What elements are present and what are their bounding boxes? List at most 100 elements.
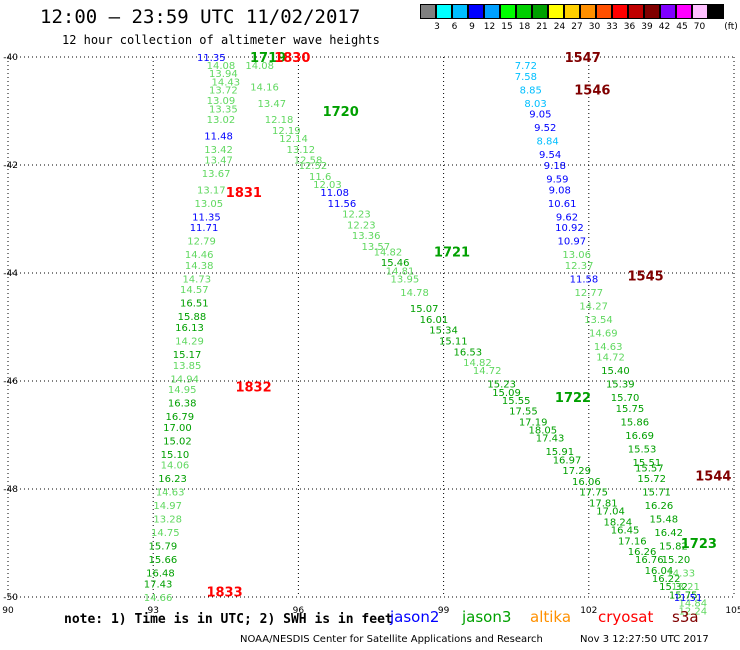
wave-height-value: 13.05 <box>195 199 224 210</box>
legend-swatch <box>500 4 516 19</box>
wave-height-value: 15.02 <box>163 436 192 447</box>
wave-height-value: 14.73 <box>182 274 211 285</box>
wave-height-value: 14.63 <box>156 488 185 499</box>
wave-height-value: 14.69 <box>589 328 618 339</box>
wave-height-value: 12.23 <box>342 210 371 221</box>
wave-height-value: 8.84 <box>537 137 559 148</box>
legend-swatch <box>484 4 500 19</box>
wave-height-value: 11.58 <box>570 274 599 285</box>
wave-height-value: 12.79 <box>187 237 216 248</box>
wave-height-value: 14.43 <box>211 77 240 88</box>
wave-height-value: 11.51 <box>674 593 703 604</box>
legend-label: 70 <box>693 22 706 32</box>
wave-height-value: 11.56 <box>328 199 357 210</box>
wave-height-value: 14.82 <box>374 247 403 258</box>
wave-height-value: 14.82 <box>463 358 492 369</box>
wave-height-value: 13.09 <box>207 96 236 107</box>
satellite-legend-item: altika <box>530 608 572 626</box>
legend-swatch <box>596 4 612 19</box>
legend-swatch <box>660 4 676 19</box>
wave-height-value: 15.55 <box>502 396 531 407</box>
lat-tick-label: -44 <box>3 269 18 279</box>
wave-height-value: 15.91 <box>545 447 574 458</box>
wave-height-value: 15.72 <box>637 474 666 485</box>
wave-height-value: 15.34 <box>429 326 458 337</box>
pass-time-label: 1719 <box>250 51 286 66</box>
legend-swatch <box>692 4 708 19</box>
wave-height-value: 15.53 <box>628 445 657 456</box>
wave-height-value: 15.07 <box>410 304 439 315</box>
wave-height-value: 8.03 <box>524 99 546 110</box>
legend-label: 6 <box>451 22 458 32</box>
wave-height-value: 14.46 <box>185 250 214 261</box>
wave-height-value: 15.66 <box>149 555 178 566</box>
wave-height-value: 12.23 <box>347 220 376 231</box>
wave-height-value: 11.08 <box>320 188 349 199</box>
wave-height-value: 12.24 <box>679 607 708 618</box>
legend-swatch <box>516 4 532 19</box>
wave-height-value: 15.86 <box>620 418 649 429</box>
legend-swatch <box>420 4 436 19</box>
wave-height-value: 17.19 <box>519 418 548 429</box>
legend-label: 30 <box>588 22 601 32</box>
wave-height-value: 15.88 <box>178 312 207 323</box>
wave-height-value: 14.63 <box>594 342 623 353</box>
wave-height-value: 9.54 <box>539 150 561 161</box>
pass-time-label: 1544 <box>695 470 731 485</box>
wave-height-value: 15.17 <box>173 350 202 361</box>
lat-tick-label: -46 <box>3 377 18 387</box>
wave-height-value: 14.57 <box>180 285 209 296</box>
satellite-legend-item: cryosat <box>598 608 654 626</box>
wave-height-value: 15.10 <box>161 450 190 461</box>
wave-height-value: 15.23 <box>487 380 516 391</box>
pass-time-label: 1723 <box>681 537 717 552</box>
wave-height-value: 15.20 <box>662 555 691 566</box>
wave-height-value: 16.06 <box>572 477 601 488</box>
lon-tick-label: 102 <box>580 606 597 616</box>
footer-note: note: 1) Time is in UTC; 2) SWH is in fe… <box>64 612 393 627</box>
wave-height-value: 13.67 <box>202 169 231 180</box>
wave-height-value: 12.58 <box>294 156 323 167</box>
pass-time-label: 1547 <box>565 51 601 66</box>
wave-height-value: 9.59 <box>546 175 568 186</box>
legend-label: 21 <box>536 22 548 32</box>
wave-height-value: 14.84 <box>679 598 708 609</box>
wave-height-value: 14.33 <box>666 569 695 580</box>
wave-height-value: 16.51 <box>180 299 209 310</box>
wave-height-value: 14.66 <box>144 593 173 604</box>
pass-time-label: 1830 <box>274 51 310 66</box>
legend-label: 18 <box>518 22 531 32</box>
wave-height-value: 15.75 <box>669 590 698 601</box>
wave-height-value: 7.58 <box>515 72 537 83</box>
wave-height-value: 17.43 <box>144 580 173 591</box>
wave-height-value: 16.97 <box>553 455 582 466</box>
wave-height-value: 16.45 <box>611 526 640 537</box>
legend-unit: (ft) <box>724 22 738 32</box>
wave-height-value: 13.95 <box>391 274 420 285</box>
credit-timestamp: Nov 3 12:27:50 UTC 2017 <box>580 634 709 645</box>
pass-time-label: 1722 <box>555 391 591 406</box>
wave-height-value: 14.38 <box>185 261 214 272</box>
wave-height-value: 8.85 <box>520 85 542 96</box>
wave-height-value: 16.23 <box>158 474 187 485</box>
wave-height-value: 15.71 <box>642 488 671 499</box>
legend-swatch <box>548 4 564 19</box>
wave-height-value: 13.02 <box>207 115 236 126</box>
legend-label: 39 <box>641 22 653 32</box>
legend-swatch <box>468 4 484 19</box>
legend-label: 12 <box>483 22 496 32</box>
wave-height-value: 17.81 <box>589 499 618 510</box>
legend-swatch <box>452 4 468 19</box>
wave-height-value: 15.79 <box>149 542 178 553</box>
wave-height-value: 9.08 <box>549 185 571 196</box>
wave-height-value: 15.46 <box>381 258 410 269</box>
wave-height-value: 17.75 <box>579 488 608 499</box>
wave-height-value: 16.69 <box>625 431 654 442</box>
wave-height-value: 13.72 <box>209 85 238 96</box>
wave-height-value: 15.48 <box>649 515 678 526</box>
wave-height-value: 17.00 <box>163 423 192 434</box>
wave-height-value: 16.26 <box>645 501 674 512</box>
wave-height-value: 16.01 <box>420 315 449 326</box>
wave-height-value: 14.72 <box>596 353 625 364</box>
wave-height-value: 13.42 <box>204 145 233 156</box>
